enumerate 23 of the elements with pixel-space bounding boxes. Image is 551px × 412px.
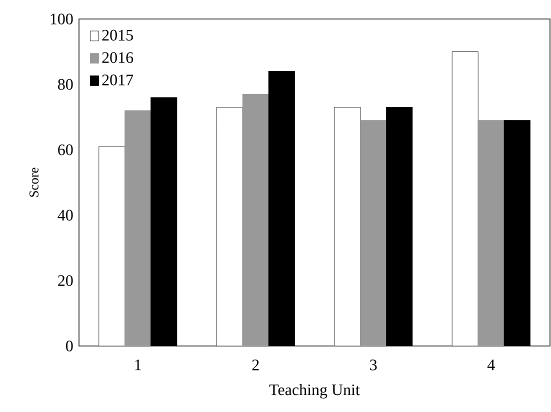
x-tick-label: 3 (370, 360, 377, 370)
y-tick-label: 100 (50, 14, 73, 24)
legend-label: 2016 (102, 52, 134, 63)
bar (268, 71, 295, 346)
bar (242, 94, 269, 346)
y-tick-label: 40 (58, 210, 73, 221)
bar (504, 120, 530, 346)
y-tick-label: 60 (58, 144, 73, 156)
bar (478, 120, 504, 346)
x-tick-label: 4 (487, 360, 495, 370)
bar (124, 110, 152, 346)
y-tick-label: 80 (58, 79, 73, 90)
bar (150, 97, 178, 346)
legend-label: 2017 (102, 74, 134, 86)
y-axis-title: Score (30, 168, 38, 197)
x-tick-label: 1 (135, 360, 141, 370)
legend-label: 2015 (102, 30, 133, 41)
x-tick-label: 2 (252, 360, 259, 370)
y-tick-label: 20 (58, 275, 73, 286)
y-tick-label: 0 (66, 340, 73, 352)
bar (360, 120, 387, 346)
bar (386, 107, 413, 346)
x-axis-title: Teaching Unit (269, 384, 360, 398)
